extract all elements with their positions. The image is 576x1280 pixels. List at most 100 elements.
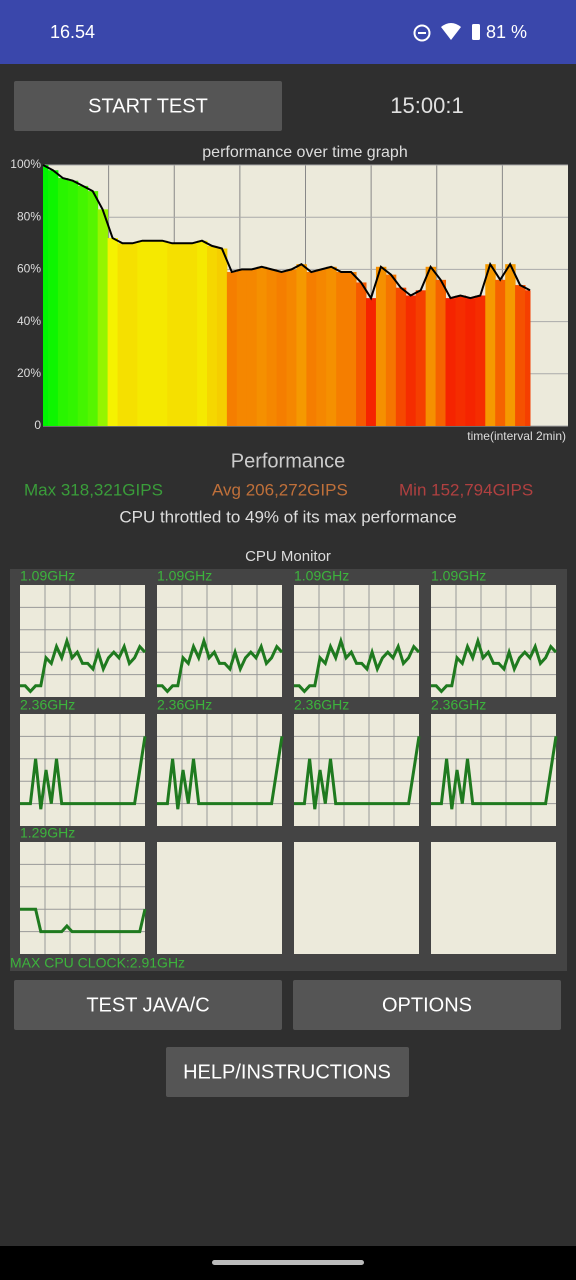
core-frequency: 2.36GHz [294,697,349,713]
performance-strip [177,243,188,426]
performance-title: Performance [231,450,346,472]
core-load-line [20,736,147,810]
performance-strip [77,185,89,426]
core-graph-bg [20,585,145,697]
performance-strip [286,269,297,426]
max-cpu-clock: MAX CPU CLOCK:2.91GHz [10,955,185,971]
x-axis-label: time(interval 2min) [467,429,566,443]
options-button[interactable] [293,980,561,1030]
core-graph-bg [157,842,282,954]
start-test-button[interactable] [14,81,282,131]
performance-strip [157,240,168,426]
performance-strip [445,298,456,426]
core-frequency: 1.09GHz [294,568,349,584]
start-test-label[interactable]: START TEST [88,95,208,117]
performance-strip [226,272,238,426]
core-graph-bg [294,714,419,826]
performance-strip [127,243,138,426]
dnd-icon [413,24,431,42]
performance-strip [266,269,278,426]
core-graph-bg [20,714,145,826]
core-frequency: 2.36GHz [157,697,212,713]
performance-strip [57,178,69,426]
core-frequency: 2.36GHz [431,697,486,713]
performance-strip [236,269,248,426]
core-graph-bg [157,585,282,697]
performance-strip [147,240,158,426]
performance-strip [316,269,327,426]
performance-strip [435,279,447,426]
core-load-line [157,635,284,694]
performance-strip [475,295,486,426]
graph-title: performance over time graph [202,144,407,161]
performance-strip [276,272,287,426]
test-java-button[interactable] [14,980,282,1030]
performance-strip [525,290,531,426]
core-load-line [294,635,421,694]
performance-strip [346,272,357,426]
performance-strip [197,240,208,426]
performance-strip [505,264,516,426]
performance-strip [216,248,228,426]
help-label[interactable]: HELP/INSTRUCTIONS [183,1061,391,1083]
wifi-icon [441,23,461,40]
performance-strip [67,180,79,426]
throttle-text: CPU throttled to 49% of its max performa… [119,507,456,526]
performance-strip [87,191,99,426]
performance-strip [495,279,506,426]
performance-strip [336,272,347,426]
core-frequency: 1.09GHz [157,568,212,584]
y-tick-label: 60% [17,262,41,276]
performance-strip [485,264,496,426]
performance-strip [385,274,397,426]
performance-strip [246,269,258,426]
performance-strip [296,264,307,426]
core-graph-bg [157,714,282,826]
performance-strip [107,238,119,426]
performance-strip [43,165,49,426]
core-load-line [157,736,284,810]
core-frequency: 2.36GHz [20,697,75,713]
performance-strip [97,209,109,426]
performance-line [42,164,531,301]
core-frequency: 1.09GHz [20,568,75,584]
core-load-line [20,907,147,934]
cpu-monitor-title: CPU Monitor [245,548,331,565]
performance-strip [375,266,387,426]
core-graph-bg [294,842,419,954]
performance-strip [455,295,466,426]
y-tick-label: 80% [17,209,41,223]
performance-strip [206,245,218,426]
core-graph-bg [431,842,556,954]
core-frequency: 1.09GHz [431,568,486,584]
core-load-line [294,736,421,810]
performance-strip [167,243,178,426]
performance-strip [465,298,476,426]
core-graph-bg [20,842,145,954]
performance-strip [306,272,317,426]
y-tick-label: 20% [17,366,41,380]
y-tick-label: 40% [17,314,41,328]
performance-strip [425,266,437,426]
performance-strip [366,298,377,426]
y-tick-label: 100% [10,157,41,171]
core-graph-bg [294,585,419,697]
max-performance: Max 318,321GIPS [24,480,163,499]
performance-strip [395,287,407,426]
test-java-label[interactable]: TEST JAVA/C [86,994,209,1016]
core-graph-bg [431,585,556,697]
help-button[interactable] [166,1047,409,1097]
battery-level: 81 % [486,22,527,42]
clock: 16.54 [50,22,95,42]
performance-strip [47,170,59,426]
home-handle[interactable] [212,1260,364,1265]
performance-strip [256,266,268,426]
core-load-line [20,635,147,694]
min-performance: Min 152,794GIPS [399,480,533,499]
options-label[interactable]: OPTIONS [382,994,472,1016]
performance-strip [326,266,337,426]
performance-strip [515,285,526,426]
performance-strip [137,240,148,426]
core-load-line [431,635,558,694]
